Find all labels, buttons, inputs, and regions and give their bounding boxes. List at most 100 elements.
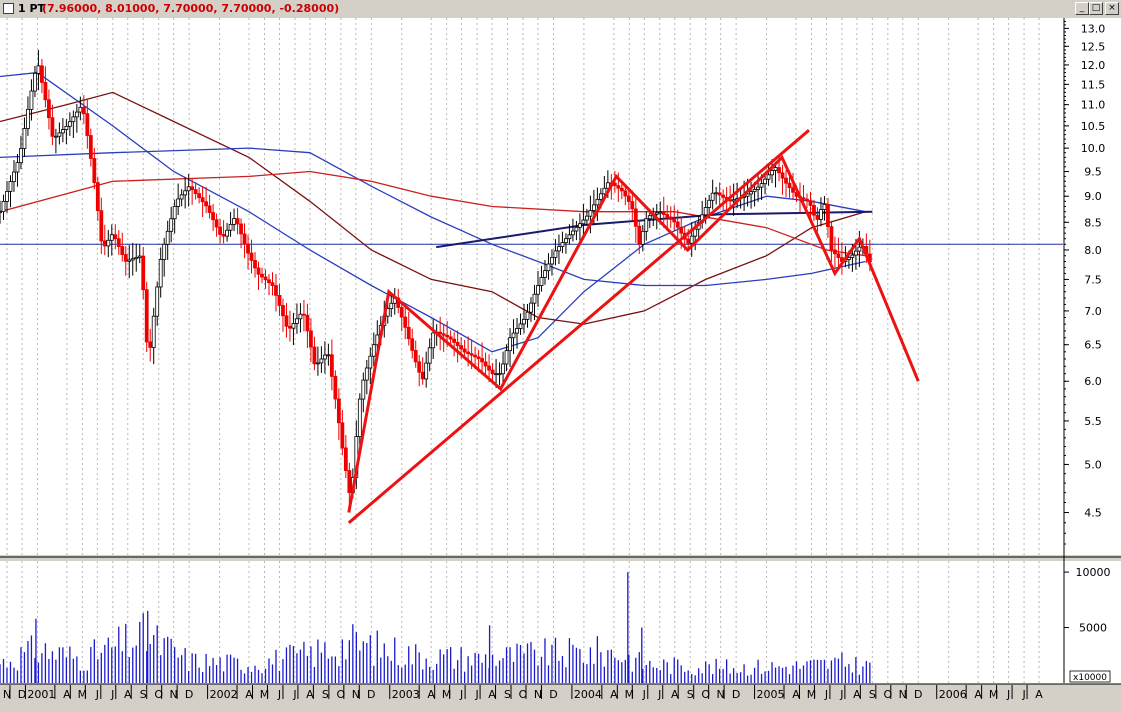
price-bar-body — [853, 250, 858, 256]
price-bar-body — [476, 356, 481, 359]
price-bar-body — [281, 305, 285, 317]
price-bar-body — [647, 215, 652, 220]
price-bar-body — [763, 178, 767, 185]
time-axis — [0, 685, 1121, 703]
price-bar-body — [242, 233, 247, 245]
title-bar[interactable]: 1 PT (7.96000, 8.01000, 7.70000, 7.70000… — [0, 0, 1121, 19]
price-bar-body — [155, 286, 160, 317]
price-bar-body — [658, 211, 663, 214]
price-bar-body — [413, 350, 418, 363]
indicator-line-2 — [0, 91, 866, 325]
price-bar-body — [504, 350, 509, 365]
minimize-button[interactable]: _ — [1075, 2, 1089, 15]
price-bar-body — [228, 223, 233, 231]
year-label: 2005 — [757, 688, 785, 701]
price-bar-body — [326, 354, 331, 357]
price-volume-chart[interactable]: 13.0 12.5 12.0 11.5 11.0 10.5 10.0 9.5 9.0 8.5 8.0… — [0, 18, 1121, 703]
price-bar-body — [322, 354, 327, 360]
y-tick-label: 5.0 — [1084, 458, 1102, 471]
month-label: J — [1021, 688, 1025, 701]
price-bar-body — [847, 257, 851, 260]
month-label: D — [18, 688, 26, 701]
price-bar-body — [784, 177, 788, 184]
price-pane — [0, 18, 1121, 555]
price-bar-body — [633, 208, 638, 227]
month-label: N — [899, 688, 907, 701]
price-bar-body — [399, 307, 404, 318]
month-label: O — [154, 688, 163, 701]
month-label: J — [642, 688, 646, 701]
month-label: D — [732, 688, 740, 701]
price-bar-body — [710, 192, 715, 201]
maximize-button[interactable]: □ — [1089, 2, 1103, 15]
price-bar-body — [588, 210, 593, 217]
price-bar-body — [403, 316, 408, 328]
price-bar-body — [85, 113, 90, 136]
month-label: A — [853, 688, 861, 701]
price-bar-body — [518, 323, 523, 329]
price-bar-body — [511, 332, 516, 339]
price-bar-body — [74, 111, 79, 118]
y-tick-label: 6.0 — [1084, 375, 1102, 388]
price-bar-body — [309, 330, 313, 348]
y-tick-label: 7.5 — [1084, 273, 1102, 286]
price-bar-body — [693, 228, 698, 237]
price-bar-body — [364, 367, 369, 381]
close-button[interactable]: × — [1105, 2, 1119, 15]
price-bar-body — [452, 338, 457, 343]
price-bar-body — [102, 240, 107, 247]
price-bar-body — [459, 345, 464, 350]
month-label: O — [883, 688, 892, 701]
month-label: A — [245, 688, 253, 701]
price-bar-body — [15, 162, 20, 173]
y-tick-label: 10.5 — [1081, 120, 1106, 133]
price-bar-body — [707, 199, 712, 208]
month-label: N — [3, 688, 11, 701]
price-bar-body — [123, 254, 128, 262]
price-bar-body — [12, 171, 16, 183]
price-bar-body — [88, 135, 93, 159]
ohlc-readout: (7.96000, 8.01000, 7.70000, 7.70000, -0.… — [42, 2, 340, 15]
price-bar-body — [780, 172, 785, 179]
indicator-line-3 — [0, 147, 866, 287]
month-label: J — [459, 688, 463, 701]
price-bar-body — [274, 285, 278, 296]
price-bar-body — [584, 215, 589, 221]
price-bar-body — [427, 347, 432, 364]
price-bar-body — [773, 167, 778, 171]
month-label: D — [185, 688, 193, 701]
window-icon[interactable] — [3, 3, 14, 14]
price-bar-body — [462, 348, 467, 353]
month-label: J — [474, 688, 478, 701]
price-bar-body — [578, 223, 582, 228]
month-label: S — [869, 688, 876, 701]
price-bar-body — [316, 362, 320, 365]
price-bar-body — [329, 354, 334, 377]
year-label: 2001 — [27, 688, 55, 701]
price-bar-body — [176, 198, 181, 207]
year-label: 2006 — [939, 688, 967, 701]
price-bar-body — [295, 318, 299, 324]
price-bar-body — [40, 65, 44, 83]
y-tick-label: 7.0 — [1084, 305, 1102, 318]
y-tick-label: 9.5 — [1084, 166, 1102, 179]
month-label: J — [110, 688, 114, 701]
price-bar-body — [165, 230, 170, 245]
price-bar-body — [0, 211, 2, 214]
y-tick-label: 11.0 — [1081, 99, 1106, 112]
price-bar-body — [546, 263, 551, 272]
month-label: O — [519, 688, 528, 701]
price-bar-body — [256, 267, 261, 275]
price-bar-body — [151, 315, 156, 348]
price-bar-body — [815, 214, 820, 220]
price-bar-body — [553, 250, 558, 258]
price-bar-body — [26, 108, 30, 129]
price-bar-body — [53, 135, 58, 138]
price-bar-body — [543, 270, 547, 278]
month-label: J — [95, 688, 99, 701]
price-bar-body — [487, 365, 491, 371]
price-bar-body — [291, 323, 296, 329]
month-label: M — [442, 688, 452, 701]
price-bar-body — [284, 315, 289, 327]
indicator-line-4 — [0, 170, 866, 257]
